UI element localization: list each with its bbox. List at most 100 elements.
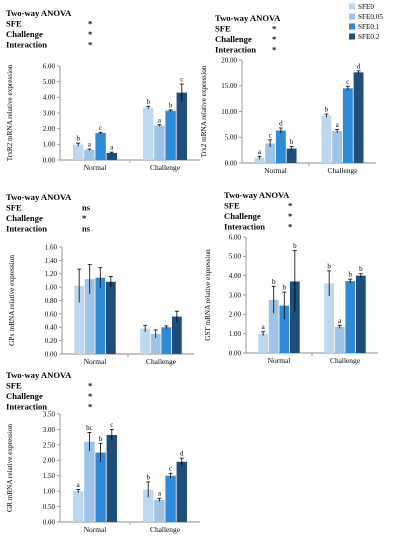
significance-letter: a bbox=[258, 148, 262, 156]
anova-significance: * bbox=[288, 201, 292, 211]
bar-sfe0-normal bbox=[74, 285, 85, 354]
significance-letter: c bbox=[269, 131, 272, 139]
anova-significance: ns bbox=[82, 224, 91, 234]
anova-significance: * bbox=[272, 34, 276, 44]
bar-sfe0-challenge bbox=[321, 115, 332, 163]
y-tick-label: 4.00 bbox=[43, 94, 56, 102]
bar-sfe0-05-normal bbox=[84, 279, 95, 354]
bar-sfe0-05-challenge bbox=[332, 131, 343, 163]
legend-swatch bbox=[349, 3, 355, 10]
x-category-label: Normal bbox=[84, 163, 107, 172]
bar-sfe0-2-challenge bbox=[171, 316, 182, 354]
y-tick-label: 6.00 bbox=[43, 62, 56, 70]
y-tick-label: 0.80 bbox=[45, 297, 58, 305]
bar-sfe0-challenge bbox=[143, 107, 154, 160]
bar-sfe0-1-challenge bbox=[165, 110, 176, 160]
significance-letter: b bbox=[76, 135, 80, 143]
bar-sfe0-normal bbox=[73, 144, 84, 160]
x-category-label: Normal bbox=[268, 356, 291, 365]
y-tick-label: 1.20 bbox=[45, 270, 58, 278]
significance-letter: c bbox=[99, 124, 102, 132]
anova-label: Challenge bbox=[215, 34, 252, 44]
anova-significance: * bbox=[82, 213, 86, 223]
anova-label: Two-way ANOVA bbox=[215, 13, 281, 23]
bar-sfe0-normal bbox=[254, 157, 265, 163]
bar-sfe0-2-challenge bbox=[176, 461, 187, 522]
y-tick-label: 2.50 bbox=[43, 441, 56, 449]
bar-sfe0-2-normal bbox=[106, 152, 117, 160]
anova-label: Challenge bbox=[6, 29, 43, 39]
y-tick-label: 3.00 bbox=[43, 109, 56, 117]
y-tick-label: 1.00 bbox=[229, 330, 242, 338]
anova-label: Interaction bbox=[215, 45, 256, 55]
legend-label: SFE0.2 bbox=[358, 33, 380, 41]
y-tick-label: 1.00 bbox=[45, 284, 58, 292]
anova-label: Two-way ANOVA bbox=[224, 190, 290, 200]
bar-sfe0-1-normal bbox=[95, 452, 106, 522]
anova-significance: * bbox=[272, 45, 276, 55]
bar-sfe0-1-normal bbox=[279, 305, 290, 353]
significance-letter: b bbox=[146, 98, 150, 106]
legend: SFE0 SFE0.05 SFE0.1 SFE0.2 bbox=[349, 3, 383, 41]
anova-label: Interaction bbox=[6, 40, 47, 50]
anova-label: Challenge bbox=[224, 211, 261, 221]
y-tick-label: 1.60 bbox=[45, 243, 58, 251]
y-tick-label: 3.00 bbox=[229, 291, 242, 299]
significance-letter: c bbox=[346, 78, 349, 86]
y-tick-label: 0.00 bbox=[43, 156, 56, 164]
y-axis-title: Trx2 mRNA relative expression bbox=[200, 65, 208, 157]
y-tick-label: 3.50 bbox=[43, 410, 56, 418]
x-category-label: Challenge bbox=[150, 525, 181, 534]
significance-letter: b bbox=[293, 242, 297, 250]
y-tick-label: 5.00 bbox=[225, 134, 238, 142]
y-tick-label: 0.00 bbox=[45, 350, 58, 358]
bar-sfe0-1-challenge bbox=[342, 88, 353, 163]
x-category-label: Normal bbox=[264, 166, 287, 175]
y-tick-label: 0.00 bbox=[43, 518, 56, 526]
significance-letter: b bbox=[290, 138, 294, 146]
anova-label: Interaction bbox=[224, 222, 265, 232]
anova-significance: ns bbox=[82, 203, 91, 213]
anova-label: SFE bbox=[215, 24, 231, 34]
anova-label: Two-way ANOVA bbox=[6, 370, 72, 380]
significance-letter: b bbox=[283, 284, 287, 292]
bar-sfe0-2-challenge bbox=[176, 92, 187, 160]
bar-sfe0-05-normal bbox=[84, 149, 95, 160]
y-axis-title: GR mRNA relative expression bbox=[6, 424, 14, 512]
anova-significance: * bbox=[88, 381, 92, 391]
y-tick-label: 15.00 bbox=[221, 82, 237, 90]
bar-sfe0-challenge bbox=[140, 328, 151, 354]
bar-sfe0-2-normal bbox=[289, 281, 300, 353]
x-category-label: Challenge bbox=[150, 163, 181, 172]
anova-significance: * bbox=[272, 24, 276, 34]
x-category-label: Challenge bbox=[328, 166, 359, 175]
anova-significance: * bbox=[88, 391, 92, 401]
bar-sfe0-05-challenge bbox=[150, 333, 161, 354]
significance-letter: b bbox=[327, 262, 331, 270]
bar-sfe0-2-challenge bbox=[355, 275, 366, 353]
legend-swatch bbox=[349, 13, 355, 20]
anova-label: SFE bbox=[6, 19, 22, 29]
legend-label: SFE0.1 bbox=[358, 23, 380, 31]
legend-swatch bbox=[349, 23, 355, 30]
significance-letter: a bbox=[336, 121, 340, 129]
significance-letter: a bbox=[158, 490, 162, 498]
x-category-label: Challenge bbox=[146, 357, 177, 366]
y-tick-label: 6.00 bbox=[229, 233, 242, 241]
significance-letter: a bbox=[158, 116, 162, 124]
significance-letter: b bbox=[325, 106, 329, 114]
legend-label: SFE0 bbox=[358, 3, 374, 11]
significance-letter: b bbox=[349, 271, 353, 279]
bar-sfe0-05-challenge bbox=[154, 125, 165, 160]
y-tick-label: 2.00 bbox=[43, 125, 56, 133]
y-tick-label: 0.00 bbox=[229, 349, 242, 357]
anova-significance: * bbox=[88, 19, 92, 29]
y-tick-label: 4.00 bbox=[229, 272, 242, 280]
significance-letter: b bbox=[146, 473, 150, 481]
y-tick-label: 5.00 bbox=[43, 78, 56, 86]
bar-sfe0-05-normal bbox=[84, 441, 95, 522]
bar-sfe0-2-challenge bbox=[353, 72, 364, 163]
bar-sfe0-1-normal bbox=[275, 130, 286, 163]
